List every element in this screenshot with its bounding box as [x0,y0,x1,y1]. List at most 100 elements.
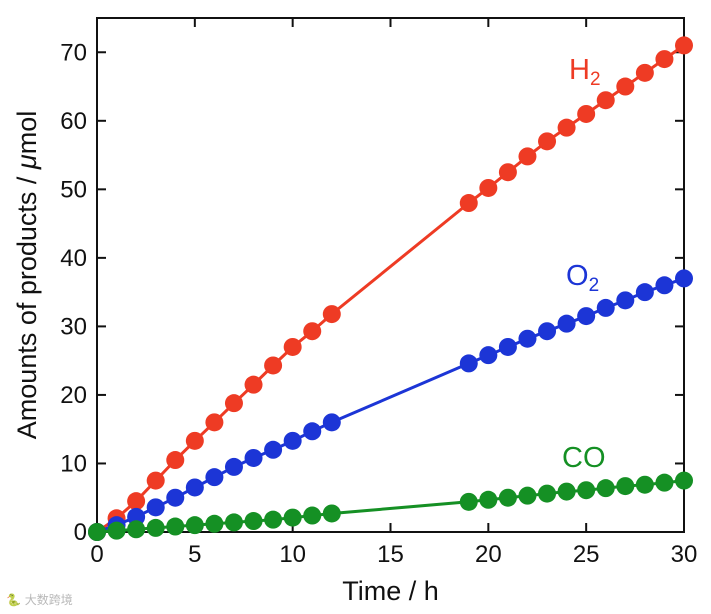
y-tick-label: 0 [74,519,87,546]
data-point-o2 [224,457,243,476]
x-tick-label: 0 [90,541,103,568]
series-label-h2-sub: 2 [590,69,601,90]
data-point-h2 [518,147,537,166]
series-label-o2-sub: 2 [589,275,600,296]
x-tick-label: 30 [671,541,698,568]
data-point-co [127,520,146,539]
x-tick-label: 10 [279,541,306,568]
data-point-co [205,514,224,533]
series-line-o2 [96,276,685,534]
x-tick-label: 5 [188,541,201,568]
data-point-h2 [557,118,576,137]
data-point-co [635,475,654,494]
data-point-h2 [322,305,341,324]
data-point-o2 [557,314,576,333]
y-tick-label: 70 [60,39,87,66]
data-point-h2 [127,492,146,511]
axes: 0 5 10 15 20 25 30 0 10 20 30 40 50 60 70 [60,17,698,568]
data-point-o2 [616,291,635,310]
series-label-h2: H2 [569,54,601,90]
data-point-h2 [224,394,243,413]
data-point-h2 [675,36,693,55]
data-point-o2 [498,337,517,356]
series-labels: H2 O2 CO [562,54,606,474]
data-point-co [303,506,322,525]
series-label-co-main: CO [562,442,606,474]
data-point-co [224,513,243,532]
data-point-o2 [127,507,146,526]
data-point-o2 [264,440,283,459]
data-point-o2 [655,276,674,295]
data-point-co [459,492,478,511]
y-tick-label: 20 [60,382,87,409]
data-point-h2 [205,413,224,432]
y-axis-title: Amounts of products / μmol [12,111,42,439]
data-point-co [166,517,185,536]
data-point-o2 [538,322,557,341]
x-tick-label: 20 [475,541,502,568]
watermark: 🐍 大数跨境 [6,593,73,607]
series-o2 [88,269,693,541]
data-point-o2 [459,354,478,373]
y-tick-label: 40 [60,245,87,272]
data-point-co [146,518,165,537]
data-point-h2 [303,322,322,341]
data-point-co [244,512,263,531]
data-point-h2 [264,356,283,375]
data-point-h2 [479,178,498,197]
y-tick-label: 50 [60,176,87,203]
data-point-h2 [459,194,478,213]
data-point-co [88,523,106,541]
data-point-co [596,479,615,498]
series-layer [88,36,693,541]
x-tick-label: 15 [377,541,404,568]
data-point-co [479,490,498,509]
data-point-h2 [146,471,165,490]
data-point-h2 [538,132,557,151]
data-point-h2 [498,163,517,182]
data-point-o2 [518,329,537,348]
data-point-o2 [166,488,185,507]
y-axis-title-prefix: Amounts of products / [12,169,42,439]
data-point-co [264,510,283,529]
data-point-co [498,488,517,507]
data-point-co [557,482,576,501]
series-label-o2: O2 [566,260,599,296]
x-axis-title: Time / h [342,576,439,606]
data-point-co [538,484,557,503]
data-point-co [577,481,596,500]
series-co [88,471,693,541]
x-tick-label: 25 [573,541,600,568]
data-point-o2 [322,413,341,432]
y-tick-label: 60 [60,108,87,135]
y-axis-title-suffix: mol [12,111,42,155]
data-point-o2 [577,307,596,326]
series-label-co: CO [562,442,606,474]
data-point-h2 [596,91,615,110]
data-point-o2 [205,468,224,487]
data-point-h2 [635,63,654,82]
data-point-o2 [185,478,204,497]
data-point-co [675,471,693,490]
data-point-h2 [283,337,302,356]
y-tick-label: 30 [60,313,87,340]
data-point-h2 [655,50,674,69]
data-point-o2 [146,498,165,517]
data-point-co [616,477,635,496]
data-point-h2 [577,104,596,123]
data-point-co [107,521,126,540]
data-point-h2 [166,451,185,470]
data-point-co [283,508,302,527]
data-point-co [518,486,537,505]
data-point-h2 [616,77,635,96]
series-label-h2-main: H [569,54,590,86]
data-point-o2 [283,431,302,450]
y-axis-title-mu: μ [12,154,42,170]
data-point-co [655,473,674,492]
y-tick-label: 10 [60,450,87,477]
data-point-o2 [596,298,615,317]
data-point-o2 [675,269,693,288]
data-point-h2 [185,431,204,450]
data-point-o2 [479,346,498,365]
